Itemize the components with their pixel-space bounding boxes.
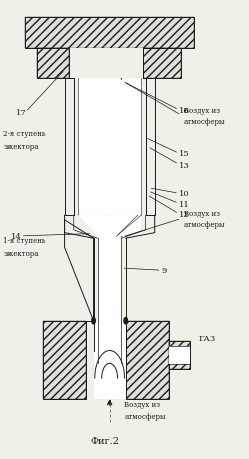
- Text: 17: 17: [15, 109, 26, 117]
- Circle shape: [92, 318, 95, 324]
- Polygon shape: [64, 220, 94, 321]
- Bar: [126, 321, 169, 399]
- Bar: [43, 321, 86, 399]
- Text: Фиг.2: Фиг.2: [90, 437, 119, 445]
- Text: 11: 11: [179, 200, 190, 208]
- Bar: [37, 49, 69, 78]
- Bar: [78, 78, 141, 216]
- Text: эжектора: эжектора: [3, 250, 39, 258]
- Text: Воздух из: Воздух из: [184, 106, 220, 114]
- Text: 13: 13: [179, 162, 190, 169]
- Bar: [25, 17, 194, 49]
- Text: 15: 15: [179, 150, 190, 158]
- Text: ГАЗ: ГАЗ: [199, 334, 216, 342]
- Text: атмосферы: атмосферы: [184, 221, 226, 229]
- Bar: [146, 78, 155, 216]
- Bar: [126, 321, 169, 399]
- Text: Воздух из: Воздух из: [184, 209, 220, 218]
- Bar: [37, 49, 69, 78]
- Text: 9: 9: [162, 267, 167, 274]
- Bar: [69, 49, 143, 78]
- Text: 12: 12: [179, 211, 189, 219]
- Text: атмосферы: атмосферы: [124, 412, 166, 420]
- Polygon shape: [78, 216, 141, 239]
- Bar: [98, 239, 121, 321]
- Text: Воздух из: Воздух из: [124, 400, 161, 409]
- Text: 2-я ступень: 2-я ступень: [3, 129, 46, 137]
- Text: 16: 16: [179, 106, 189, 114]
- Bar: [143, 49, 182, 78]
- Circle shape: [124, 318, 127, 324]
- Bar: [94, 321, 126, 399]
- Text: 1-я ступень: 1-я ступень: [3, 237, 46, 245]
- Text: атмосферы: атмосферы: [184, 118, 226, 126]
- Bar: [64, 78, 74, 216]
- Bar: [169, 346, 190, 364]
- Bar: [43, 321, 86, 399]
- Text: 10: 10: [179, 190, 189, 198]
- Bar: [143, 49, 182, 78]
- Bar: [25, 17, 194, 49]
- Bar: [169, 341, 190, 369]
- Text: эжектора: эжектора: [3, 142, 39, 150]
- Text: 14: 14: [11, 232, 21, 241]
- Bar: [169, 341, 190, 369]
